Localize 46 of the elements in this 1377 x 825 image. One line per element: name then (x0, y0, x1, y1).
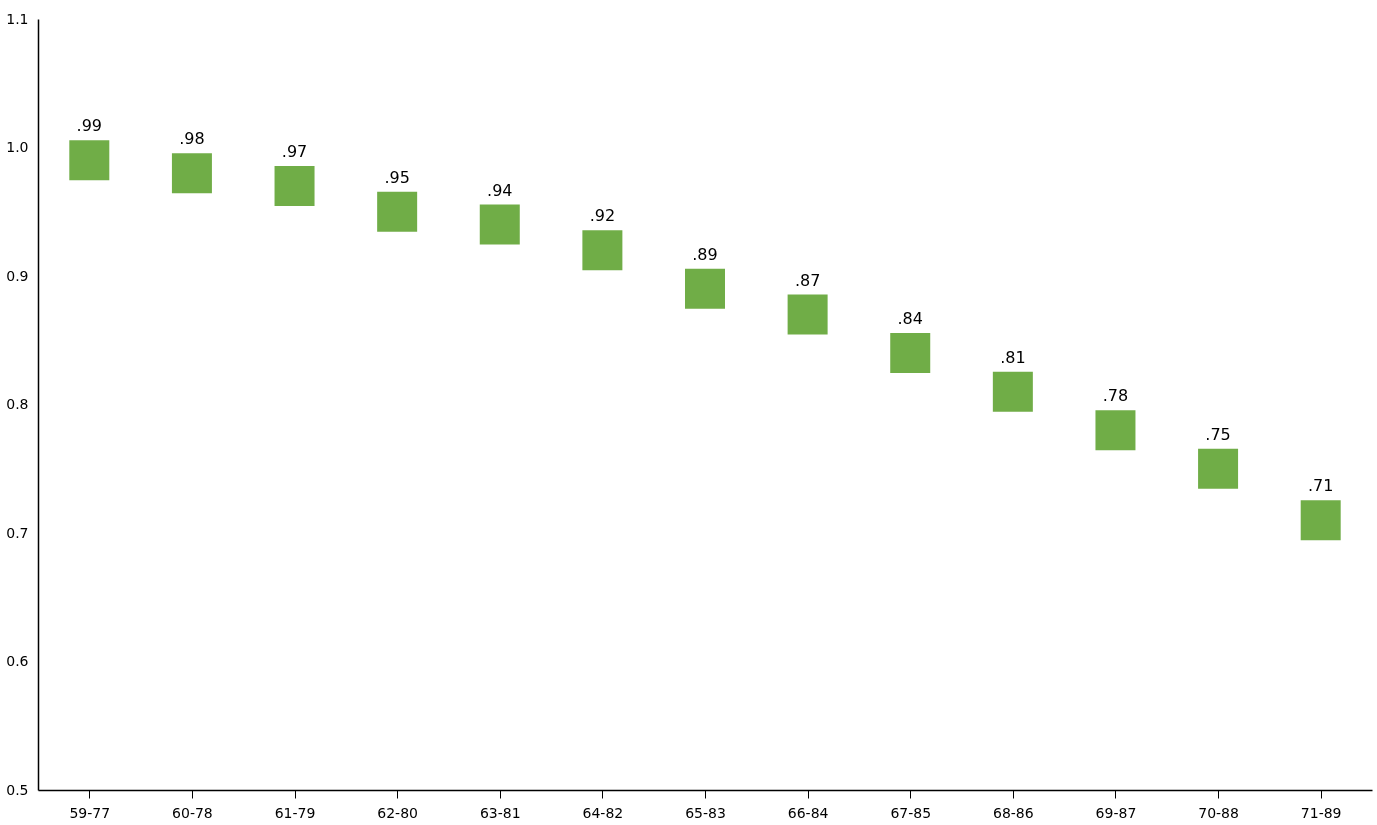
point (69, 140, 110, 181)
x-tick-label: 66-84 (787, 804, 829, 821)
y-tick-label: 0.8 (6, 396, 29, 412)
point (479, 204, 520, 245)
data-label: .81 (1000, 347, 1026, 367)
x-tick-label: 62-80 (377, 804, 418, 821)
data-label: .71 (1307, 476, 1334, 496)
y-tick-label: 0.7 (6, 524, 29, 541)
y-tick-label: 1.0 (6, 139, 29, 155)
x-tick-label: 69-87 (1095, 804, 1137, 821)
data-label: .97 (281, 142, 308, 162)
point (787, 294, 828, 335)
x-tick-label: 64-82 (582, 804, 624, 821)
x-tick-label: 59-77 (69, 804, 111, 821)
point (274, 166, 315, 207)
x-tick-label: 70-88 (1198, 804, 1239, 821)
data-label: .94 (487, 180, 513, 200)
y-tick-label: 1.1 (6, 10, 29, 27)
data-label: .92 (589, 206, 616, 226)
data-label: .95 (384, 167, 410, 187)
data-label: .75 (1205, 424, 1231, 444)
point (377, 191, 418, 232)
data-label: .84 (897, 309, 923, 329)
data-label: .78 (1102, 386, 1129, 406)
x-tick-label: 65-83 (685, 804, 726, 821)
point (1198, 448, 1239, 489)
y-tick-label: 0.5 (6, 781, 29, 798)
data-label: .98 (179, 129, 205, 149)
y-tick-label: 0.9 (6, 267, 29, 284)
x-tick-label: 63-81 (479, 804, 521, 821)
x-tick-label: 67-85 (890, 804, 932, 821)
point (1300, 500, 1341, 541)
point (890, 333, 931, 374)
point (685, 268, 725, 309)
x-tick-label: 60-78 (172, 804, 213, 821)
data-label: .87 (794, 270, 821, 290)
x-tick-label: 71-89 (1300, 804, 1342, 821)
point (582, 230, 623, 271)
point (1095, 410, 1136, 451)
data-label: .99 (76, 116, 103, 136)
x-tick-label: 61-79 (274, 804, 316, 821)
data-label: .89 (692, 244, 718, 264)
point (171, 153, 212, 194)
x-tick-label: 68-86 (993, 804, 1034, 821)
point (992, 371, 1033, 412)
y-tick-label: 0.6 (6, 653, 29, 669)
